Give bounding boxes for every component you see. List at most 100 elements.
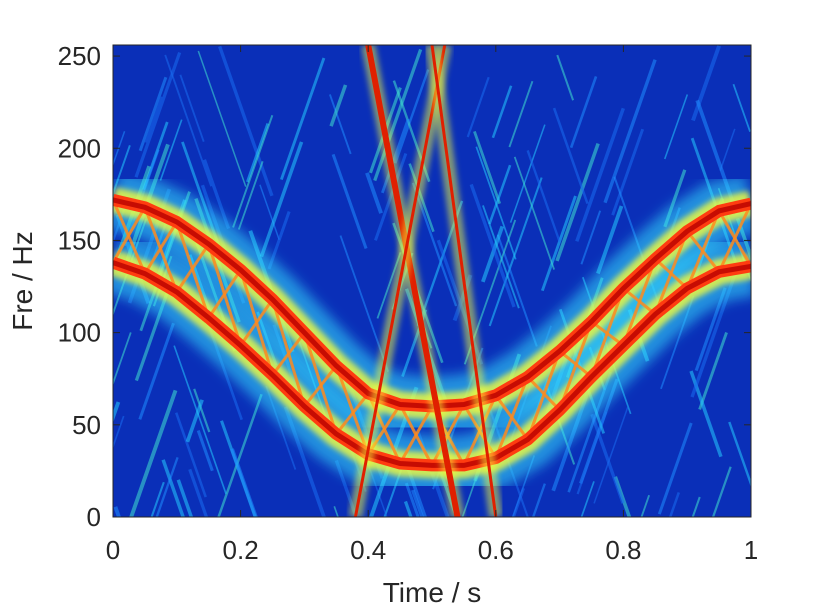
noise-streak: [129, 389, 178, 517]
interference-line: [398, 405, 434, 465]
interference-line: [334, 365, 370, 455]
noise-streak: [259, 141, 304, 258]
interference-line: [653, 230, 689, 315]
y-tick-label: 50: [72, 410, 101, 440]
noise-streak: [719, 128, 736, 171]
interference-line: [590, 287, 625, 378]
y-axis: 0 50 100 150 200 250: [58, 41, 751, 532]
noise-streak: [179, 74, 205, 142]
noise-streak: [590, 413, 625, 504]
noise-streak: [328, 94, 352, 155]
noise-streak: [508, 80, 534, 148]
interference-line: [113, 206, 147, 264]
noise-streak: [711, 466, 732, 517]
x-tick-label: 0: [106, 535, 120, 565]
noise-streak: [603, 59, 657, 204]
x-axis: 0 0.2 0.4 0.6 0.8 1: [106, 45, 758, 565]
noise-streak: [113, 130, 126, 167]
interference-line: [685, 210, 721, 289]
noise-streak: [155, 457, 179, 517]
noise-streak: [113, 274, 114, 278]
noise-streak: [161, 459, 185, 517]
noise-streak: [509, 124, 546, 223]
noise-streak: [259, 184, 280, 241]
interference-line: [335, 392, 370, 435]
ridge-core-2: [113, 260, 751, 468]
noise-streak: [280, 57, 326, 181]
noise-streak: [569, 76, 598, 149]
noise-streak: [197, 50, 247, 187]
transient-line-2: [353, 45, 447, 517]
plot-frame: [112, 44, 752, 518]
noise-streak: [113, 415, 125, 450]
noise-streak: [580, 210, 602, 265]
noise-streak: [232, 114, 274, 228]
interference-line: [239, 298, 274, 347]
noise-streak: [113, 332, 132, 387]
noise-streak: [556, 54, 575, 101]
noise-streak: [593, 407, 629, 504]
noise-streak: [365, 172, 383, 214]
noise-streak: [481, 225, 505, 283]
noise-streak: [728, 421, 751, 488]
noise-streak: [540, 195, 577, 292]
noise-streak: [218, 45, 274, 197]
noise-streak: [173, 345, 227, 495]
x-axis-title: Time / s: [383, 577, 482, 608]
noise-streak: [596, 205, 624, 275]
noise-streak: [134, 51, 182, 178]
noise-streak: [411, 489, 425, 517]
noise-streak: [403, 500, 413, 517]
interference-line: [271, 331, 306, 376]
noise-streak: [531, 483, 546, 517]
x-tick-label: 0.2: [223, 535, 259, 565]
interference-line: [494, 376, 530, 459]
noise-streak: [488, 177, 543, 327]
y-tick-label: 100: [58, 318, 101, 348]
x-tick-label: 1: [744, 535, 758, 565]
noise-streak: [640, 494, 650, 517]
interference-line: [207, 269, 242, 319]
noise-streak: [511, 455, 536, 517]
plot-area: [113, 45, 751, 517]
transient-line-3: [430, 45, 498, 517]
noise-streak: [466, 76, 490, 138]
y-tick-label: 250: [58, 41, 101, 71]
noise-streak: [691, 45, 721, 122]
noise-streak: [611, 128, 645, 216]
noise-streak: [491, 85, 513, 139]
noise-streak: [394, 69, 430, 164]
noise-streak: [193, 388, 211, 433]
noise-streak: [488, 164, 512, 225]
y-tick-label: 0: [87, 502, 101, 532]
noise-streak: [329, 84, 348, 127]
y-tick-label: 150: [58, 225, 101, 255]
noise-streak: [246, 123, 270, 183]
interference-line: [526, 350, 562, 441]
noise-streak: [511, 487, 525, 517]
noise-streak: [552, 107, 589, 205]
noise-streak: [196, 429, 214, 472]
noise-streak: [663, 94, 689, 160]
noise-streak: [176, 479, 194, 517]
noise-streak: [202, 159, 231, 230]
noise-streak: [113, 145, 131, 197]
noise-streak: [230, 448, 258, 517]
interference-line: [302, 332, 338, 435]
noise-streak: [373, 48, 423, 182]
noise-streak: [657, 422, 693, 515]
heatmap-transient-layer: [348, 45, 503, 517]
noise-streak: [668, 492, 681, 517]
interference-line: [143, 221, 179, 275]
x-tick-label: 0.6: [478, 535, 514, 565]
noise-streak: [150, 481, 165, 517]
noise-streak: [138, 322, 175, 420]
x-tick-label: 0.4: [350, 535, 386, 565]
interference-line: [175, 243, 210, 293]
noise-streak: [473, 130, 502, 205]
noise-streak: [555, 142, 600, 262]
interference-line: [303, 364, 338, 408]
noise-streak: [513, 156, 555, 270]
noise-streak: [732, 83, 751, 133]
